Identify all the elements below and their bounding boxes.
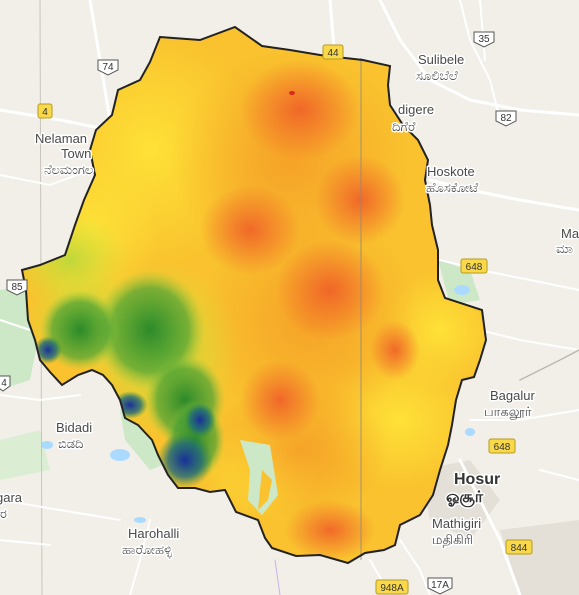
label-sulibele: Sulibele [418,52,464,67]
highway-shield-948a: 948A [375,579,409,595]
label-hosur-local: ஓசூர் [446,489,484,507]
label-harohalli-local: ಹಾರೋಹಳ್ಳಿ [122,542,172,558]
svg-text:44: 44 [327,48,339,59]
svg-text:17A: 17A [431,580,449,591]
label-nelamangala-2: Town [61,146,91,161]
label-bidadi: Bidadi [56,420,92,435]
svg-text:948A: 948A [380,583,404,594]
label-bidadi-local: ಬಿಡದಿ [58,436,83,451]
water-bodies [41,285,475,523]
svg-text:82: 82 [500,113,512,124]
svg-text:85: 85 [11,282,23,293]
highway-shield-17a: 17A [427,577,453,595]
place-labels: Sulibele ಸೂಲಿಬೆಲೆ Nelaman Town ನೆಲಮಂಗಲ d… [0,51,579,560]
label-nelamangala-local: ನೆಲಮಂಗಲ [44,162,93,177]
svg-text:4: 4 [42,107,48,118]
svg-text:35: 35 [478,34,490,45]
highway-shield-4: 4 [37,103,53,119]
highway-shield-74: 74 [97,59,119,76]
label-left-edge-partial: gara [0,490,23,505]
label-mathigiri-local: மதிகிரி [432,532,473,547]
highway-shields: 44 35 74 4 82 648 85 4 [0,31,533,595]
highway-shield-85: 85 [6,279,28,296]
label-harohalli: Harohalli [128,526,179,541]
highway-shield-648-bottom: 648 [488,438,516,454]
label-left-edge-partial-local: ರ [0,506,7,521]
svg-text:648: 648 [494,442,511,453]
highway-shield-4-left: 4 [0,375,11,392]
highway-shield-648-top: 648 [460,258,488,274]
label-hosur: Hosur [454,471,500,488]
svg-text:844: 844 [511,543,528,554]
highway-shield-44: 44 [322,44,344,60]
label-bagalur: Bagalur [490,388,535,403]
label-bagalur-local: பாகலூர் [484,404,532,420]
label-hoskote: Hoskote [427,164,475,179]
highway-shield-35: 35 [473,31,495,48]
svg-text:4: 4 [1,378,7,389]
label-right-edge-partial: Ma [561,226,579,241]
label-right-edge-partial-local: ಮಾ [556,241,573,256]
svg-text:648: 648 [466,262,483,273]
label-hoskote-local: ಹೊಸಕೋಟೆ [426,180,479,195]
label-nelamangala-1: Nelaman [35,131,87,146]
label-mathigiri: Mathigiri [432,516,481,531]
label-sulibele-local: ಸೂಲಿಬೆಲೆ [416,68,458,83]
highway-shield-844: 844 [505,539,533,555]
label-devanahalli-partial: digere [398,102,434,117]
svg-text:74: 74 [102,62,114,73]
highway-shield-82: 82 [495,110,517,127]
label-devanahalli-partial-local: ದಿಗೆರೆ [392,119,416,134]
